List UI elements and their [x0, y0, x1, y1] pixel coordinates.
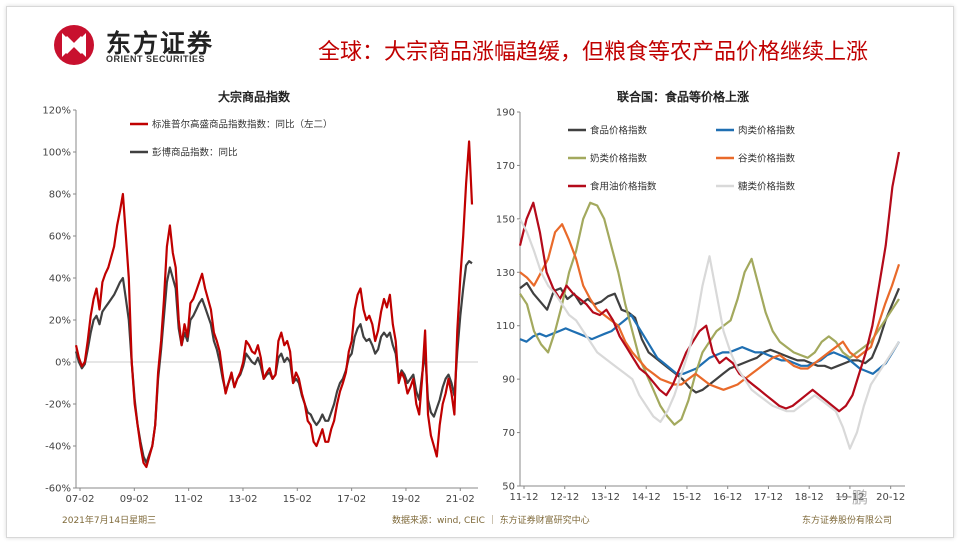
right-series-line-5	[519, 218, 900, 450]
right-series-line-3	[519, 223, 901, 391]
slide-frame	[6, 6, 954, 538]
left-y-tick-label: 120%	[42, 106, 71, 117]
right-legend-label: 谷类价格指数	[738, 153, 796, 165]
left-y-tick-label: -60%	[45, 484, 71, 495]
left-x-tick-label: 11-02	[174, 494, 203, 505]
logo-mark-icon	[54, 25, 94, 65]
slide-headline: 全球：大宗商品涨幅趋缓，但粮食等农产品价格继续上涨	[318, 40, 869, 65]
right-legend-label: 奶类价格指数	[590, 153, 648, 165]
logo-text-en: ORIENT SECURITIES	[106, 54, 206, 64]
logo-text-cn: 东方证券	[106, 29, 215, 58]
right-series-line-4	[518, 151, 901, 413]
right-x-tick-label: 19-12	[835, 492, 864, 503]
right-x-tick-label: 11-12	[509, 492, 538, 503]
right-x-tick-label: 15-12	[672, 492, 701, 503]
left-x-tick-label: 17-02	[337, 494, 366, 505]
right-y-tick-label: 90	[502, 375, 515, 386]
right-x-tick-label: 14-12	[632, 492, 661, 503]
left-y-tick-label: 80%	[49, 190, 71, 201]
left-x-tick-label: 07-02	[65, 494, 94, 505]
left-x-tick-label: 13-02	[228, 494, 257, 505]
right-y-tick-label: 50	[502, 482, 515, 493]
watermark: 一鹏	[836, 488, 869, 507]
left-x-tick-label: 09-02	[120, 494, 149, 505]
right-chart-title: 联合国：食品等价格上涨	[617, 90, 750, 104]
left-legend-label: 标准普尔高盛商品指数指数：同比（左二）	[152, 119, 333, 131]
right-series-line-1	[519, 313, 900, 375]
left-y-tick-label: 40%	[49, 274, 71, 285]
left-y-tick-label: 0%	[55, 358, 71, 369]
right-series-line-2	[519, 201, 900, 426]
left-series-line-0	[74, 140, 474, 469]
left-chart-title: 大宗商品指数	[218, 90, 291, 104]
footer-company: 东方证券股份有限公司	[802, 516, 893, 526]
right-y-tick-label: 170	[496, 161, 515, 172]
right-y-tick-label: 130	[496, 268, 515, 279]
left-x-tick-label: 15-02	[283, 494, 312, 505]
right-x-tick-label: 18-12	[795, 492, 824, 503]
right-legend-label: 食用油价格指数	[590, 181, 657, 193]
right-legend-label: 食品价格指数	[590, 125, 648, 137]
company-logo: 东方证券 ORIENT SECURITIES	[46, 22, 246, 68]
left-y-tick-label: -20%	[45, 400, 71, 411]
left-y-tick-label: 20%	[49, 316, 71, 327]
left-y-tick-label: 100%	[42, 148, 71, 159]
right-x-tick-label: 12-12	[550, 492, 579, 503]
right-legend-label: 肉类价格指数	[738, 125, 796, 137]
right-y-tick-label: 70	[502, 428, 515, 439]
left-x-tick-label: 19-02	[391, 494, 420, 505]
right-x-tick-label: 13-12	[591, 492, 620, 503]
left-x-tick-label: 21-02	[446, 494, 475, 505]
right-y-tick-label: 190	[496, 108, 515, 119]
footer-source: 数据来源：wind, CEIC ｜ 东方证券财富研究中心	[392, 516, 590, 526]
left-y-tick-label: 60%	[49, 232, 71, 243]
right-y-tick-label: 150	[496, 214, 515, 225]
right-x-tick-label: 20-12	[876, 492, 905, 503]
right-x-tick-label: 17-12	[754, 492, 783, 503]
right-legend-label: 糖类价格指数	[738, 181, 796, 193]
right-y-tick-label: 110	[496, 321, 515, 332]
footer-date: 2021年7月14日星期三	[62, 516, 157, 526]
left-legend-label: 彭博商品指数：同比	[152, 147, 238, 159]
left-y-tick-label: -40%	[45, 442, 71, 453]
right-x-tick-label: 16-12	[713, 492, 742, 503]
